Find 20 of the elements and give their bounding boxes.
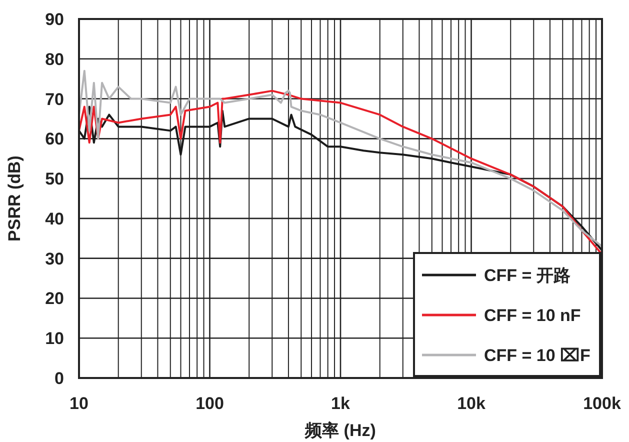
x-axis-title: 频率 (Hz) — [304, 421, 376, 440]
y-tick-label: 30 — [45, 249, 64, 268]
x-tick-label: 10k — [457, 394, 486, 413]
x-tick-label: 1k — [331, 394, 350, 413]
y-tick-label: 40 — [45, 209, 64, 228]
y-tick-label: 60 — [45, 130, 64, 149]
y-tick-label: 90 — [45, 10, 64, 29]
y-tick-label: 50 — [45, 170, 64, 189]
y-tick-label: 20 — [45, 289, 64, 308]
y-tick-label: 10 — [45, 329, 64, 348]
legend-label: CFF = 开路 — [484, 266, 570, 285]
x-tick-label: 100k — [583, 394, 622, 413]
legend-label: CFF = 10 ⌧F — [484, 346, 590, 365]
y-tick-label: 80 — [45, 50, 64, 69]
x-tick-label: 10 — [70, 394, 88, 413]
y-axis-title: PSRR (dB) — [5, 156, 24, 242]
y-tick-label: 0 — [54, 369, 64, 388]
x-tick-label: 100 — [196, 394, 224, 413]
legend-label: CFF = 10 nF — [484, 306, 581, 325]
y-tick-label: 70 — [45, 90, 64, 109]
